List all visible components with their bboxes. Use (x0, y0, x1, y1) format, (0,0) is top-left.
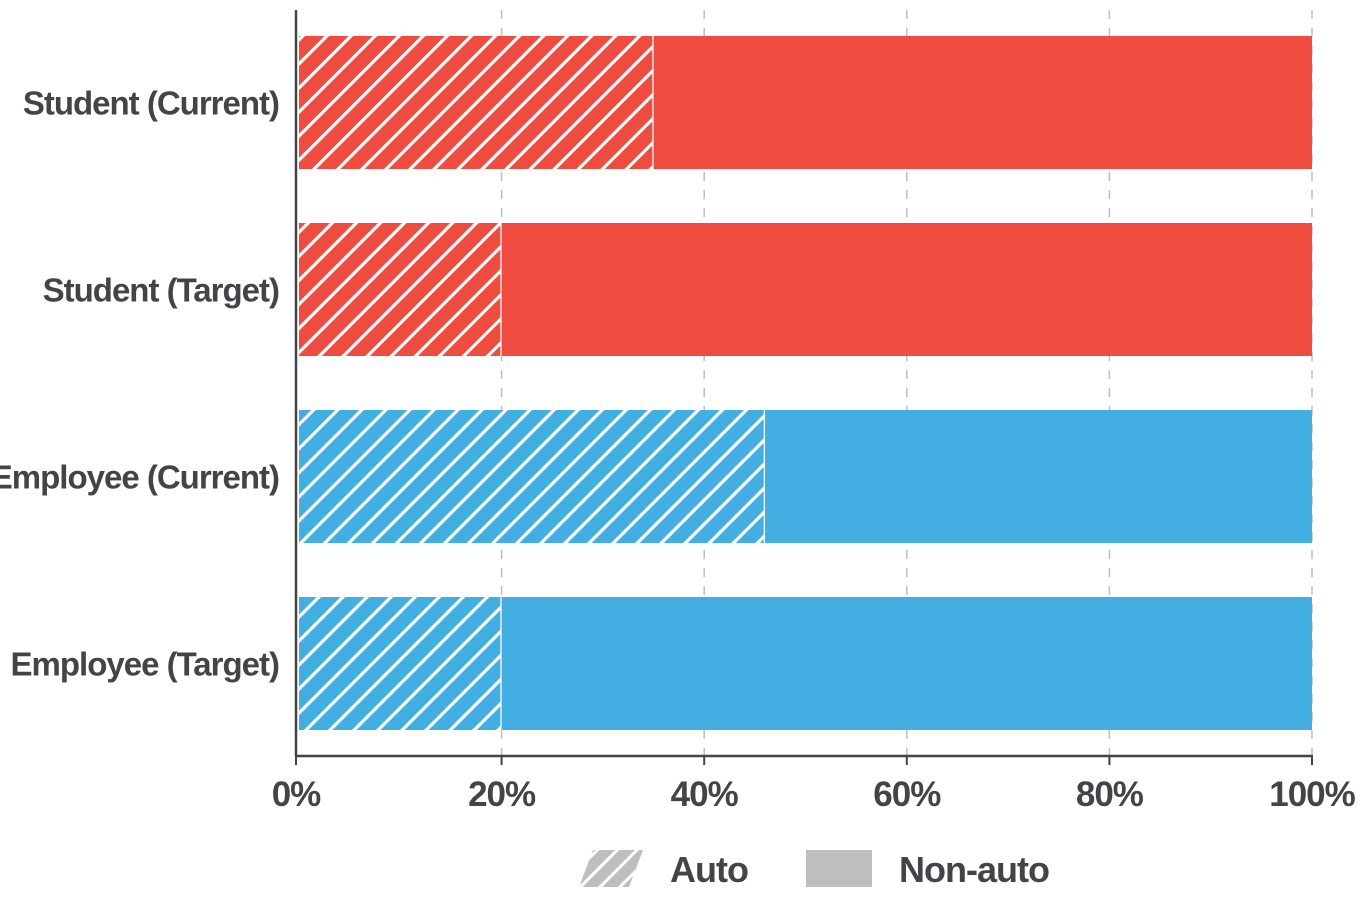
x-tick-label: 80% (1076, 775, 1144, 814)
axes (294, 10, 1313, 765)
x-tick-label: 60% (873, 775, 941, 814)
bar-hatch-1 (299, 223, 502, 356)
x-tick-label: 100% (1269, 775, 1355, 814)
bar-hatch-0 (299, 36, 654, 169)
bar-hatch-3 (299, 597, 502, 730)
category-label: Employee (Target) (11, 646, 279, 683)
category-label: Student (Target) (43, 272, 279, 309)
bars (299, 36, 1313, 730)
bar-non-auto-0 (653, 36, 1312, 169)
bar-hatch-2 (299, 410, 765, 543)
labels: Student (Current) Student (Target) Employe… (0, 85, 1357, 815)
x-tick-label: 40% (671, 775, 739, 814)
bar-non-auto-3 (501, 597, 1313, 730)
category-label: Employee (Current) (0, 459, 279, 496)
x-tick-label: 20% (468, 775, 536, 814)
legend-swatch-non-auto (806, 850, 872, 887)
bar-non-auto-1 (501, 223, 1313, 356)
x-tick-label: 0% (272, 775, 321, 814)
legend-swatch-auto (579, 850, 643, 887)
legend-label-auto: Auto (670, 849, 748, 890)
bar-non-auto-2 (764, 410, 1312, 543)
legend: Auto Non-auto (579, 849, 1050, 890)
legend-label-non-auto: Non-auto (899, 849, 1049, 890)
category-label: Student (Current) (23, 85, 279, 122)
